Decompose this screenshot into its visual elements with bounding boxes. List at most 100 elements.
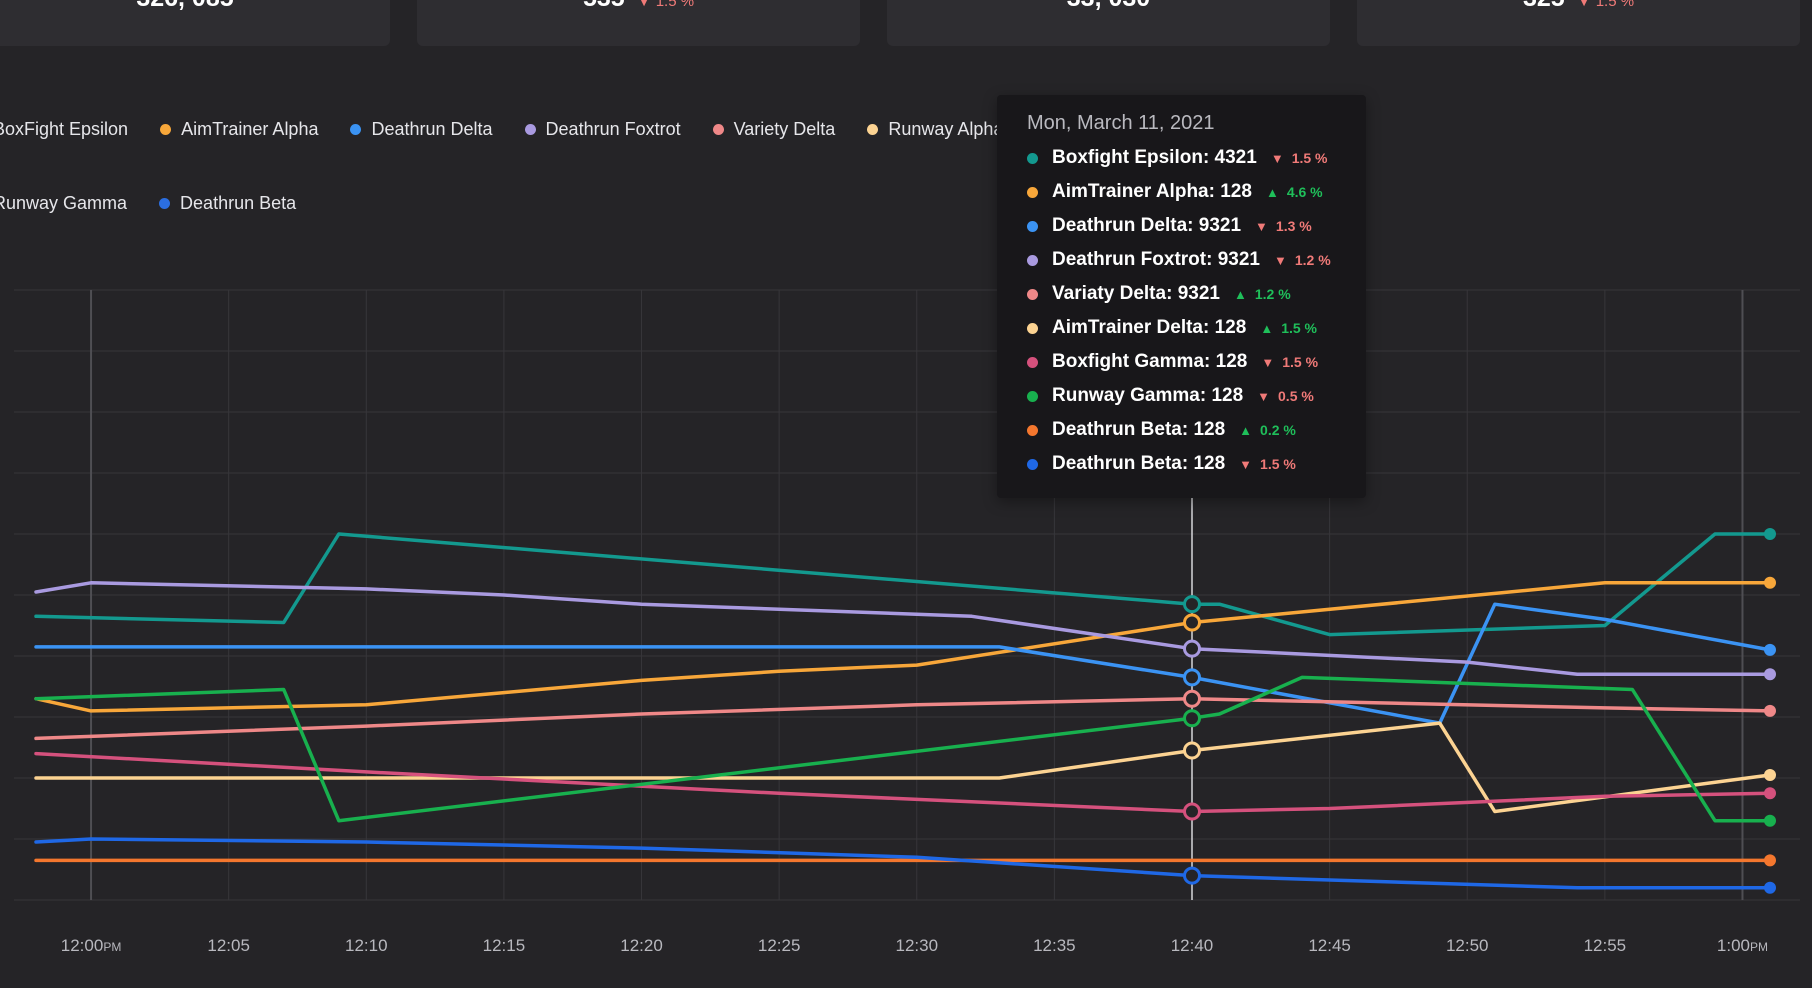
legend-item-boxfight-epsilon[interactable]: BoxFight Epsilon [0, 118, 128, 140]
end-point-deathrun-beta [1764, 854, 1776, 867]
hover-point-boxfight-epsilon [1183, 595, 1201, 614]
tooltip-change: 1.5 % [1260, 456, 1296, 472]
stat-value: 326, 085 [136, 0, 233, 11]
legend-label: Runway Alpha [888, 118, 1004, 139]
arrow-up-icon: ▲ [1260, 320, 1274, 336]
tooltip-series-name: AimTrainer Delta [1052, 317, 1203, 338]
tooltip-row: Deathrun Delta: 9321 ▼ 1.3 % [1027, 214, 1312, 238]
tooltip-series-name: Deathrun Delta [1052, 215, 1188, 236]
legend-item-runway-gamma[interactable]: Runway Gamma [0, 192, 127, 214]
tooltip-row: Variaty Delta: 9321 ▲ 1.2 % [1027, 282, 1291, 306]
tooltip-value: 128 [1211, 385, 1244, 406]
legend-dot [350, 123, 362, 135]
legend-dot [159, 197, 171, 209]
tooltip-value: 9321 [1217, 249, 1260, 270]
arrow-down-icon: ▼ [1239, 456, 1253, 472]
series-line-runway-alpha [34, 721, 1772, 814]
end-point-runway-gamma [1764, 814, 1776, 827]
tooltip-series-name: Deathrun Beta [1052, 419, 1182, 440]
tooltip-dot [1027, 390, 1038, 402]
x-tick-label: 12:10 [345, 936, 388, 955]
tooltip-dot [1027, 322, 1038, 334]
x-tick-label: 12:15 [483, 936, 526, 955]
chart-legend: BoxFight Epsilon AimTrainer Alpha Deathrun… [0, 118, 1472, 214]
tooltip-dot [1027, 458, 1038, 470]
tooltip-series-name: Boxfight Epsilon [1052, 147, 1203, 168]
tooltip-separator: : [1203, 317, 1215, 338]
legend-item-deathrun-beta[interactable]: Deathrun Beta [159, 192, 296, 214]
tooltip-value: 9321 [1198, 215, 1242, 236]
tooltip-separator: : [1206, 249, 1218, 270]
tooltip-dot [1027, 424, 1038, 436]
x-tick-label: 12:00PM [61, 936, 122, 955]
tooltip-series-name: Boxfight Gamma [1052, 351, 1205, 372]
legend-item-deathrun-foxtrot[interactable]: Deathrun Foxtrot [524, 118, 681, 140]
legend-item-runway-alpha[interactable]: Runway Alpha [867, 118, 1003, 140]
end-point-deathrun-beta [1764, 881, 1776, 894]
legend-item-aimtrainer-alpha[interactable]: AimTrainer Alpha [160, 118, 318, 140]
chart-tooltip: Mon, March 11, 2021 Boxfight Epsilon: 43… [997, 95, 1366, 498]
series-line-boxfight-epsilon [34, 532, 1772, 637]
x-tick-label: 1:00PM [1717, 936, 1768, 955]
tooltip-date: Mon, March 11, 2021 [1027, 112, 1215, 134]
stat-value: 535 [583, 0, 625, 11]
stat-card-2: 535 ▼ 1.5 % [417, 0, 860, 46]
legend-label: AimTrainer Alpha [181, 118, 319, 139]
legend-label: Deathrun Beta [180, 192, 297, 213]
x-tick-label: 12:50 [1446, 936, 1489, 955]
stat-card-1: 326, 085 [0, 0, 390, 46]
tooltip-row: Boxfight Epsilon: 4321 ▼ 1.5 % [1027, 146, 1328, 170]
stat-delta: ▼ 1.5 % [636, 0, 695, 10]
tooltip-series-name: Variaty Delta [1052, 283, 1167, 304]
tooltip-separator: : [1181, 453, 1194, 474]
tooltip-change: 4.6 % [1286, 184, 1323, 200]
tooltip-separator: : [1199, 385, 1212, 406]
tooltip-value: 4321 [1214, 147, 1257, 168]
tooltip-separator: : [1202, 147, 1215, 168]
tooltip-value: 128 [1220, 181, 1252, 202]
arrow-down-icon: ▼ [1257, 388, 1271, 404]
arrow-down-icon: ▼ [1270, 150, 1284, 166]
tooltip-dot [1027, 288, 1038, 300]
arrow-up-icon: ▲ [1265, 184, 1279, 200]
end-point-deathrun-foxtrot [1764, 668, 1776, 681]
legend-item-deathrun-delta[interactable]: Deathrun Delta [350, 118, 493, 140]
x-tick-label: 12:25 [758, 936, 801, 955]
tooltip-change: 0.5 % [1278, 388, 1314, 404]
hover-point-deathrun-delta [1183, 668, 1201, 687]
series-line-aimtrainer-alpha [34, 581, 1772, 713]
tooltip-row: Boxfight Gamma: 128 ▼ 1.5 % [1027, 350, 1318, 374]
legend-label: BoxFight Epsilon [0, 118, 129, 139]
end-point-boxfight-gamma [1764, 787, 1776, 800]
tooltip-change: 1.5 % [1282, 354, 1319, 370]
hover-point-variety-delta [1183, 689, 1201, 708]
stat-card-3: 33, 030 [887, 0, 1330, 46]
stat-value: 325 [1523, 0, 1565, 11]
tooltip-series-name: Deathrun Beta [1052, 453, 1182, 474]
end-point-runway-alpha [1764, 768, 1776, 781]
tooltip-change: 1.2 % [1254, 286, 1291, 302]
x-tick-label: 12:20 [620, 936, 663, 955]
tooltip-value: 9321 [1177, 283, 1220, 304]
series-line-variety-delta [34, 696, 1772, 741]
x-tick-label: 12:35 [1033, 936, 1076, 955]
x-tick-label: 12:45 [1308, 936, 1351, 955]
tooltip-value: 128 [1193, 453, 1226, 474]
legend-label: Deathrun Foxtrot [545, 118, 681, 139]
x-tick-label: 12:05 [207, 936, 250, 955]
tooltip-series-name: Runway Gamma [1052, 385, 1200, 406]
end-point-variety-delta [1764, 704, 1776, 717]
series-line-deathrun-beta [34, 837, 1772, 890]
legend-dot [160, 123, 172, 135]
hover-point-runway-alpha [1183, 741, 1201, 760]
tooltip-row: AimTrainer Delta: 128 ▲ 1.5 % [1027, 316, 1317, 340]
legend-dot [524, 123, 536, 135]
end-point-boxfight-epsilon [1764, 528, 1776, 540]
legend-item-variety-delta[interactable]: Variety Delta [712, 118, 835, 140]
tooltip-dot [1027, 186, 1038, 198]
tooltip-series-name: Deathrun Foxtrot [1052, 249, 1207, 270]
legend-label: Deathrun Delta [371, 118, 493, 139]
arrow-up-icon: ▲ [1233, 286, 1247, 302]
tooltip-row: Runway Gamma: 128 ▼ 0.5 % [1027, 384, 1314, 408]
end-point-deathrun-delta [1764, 643, 1776, 656]
